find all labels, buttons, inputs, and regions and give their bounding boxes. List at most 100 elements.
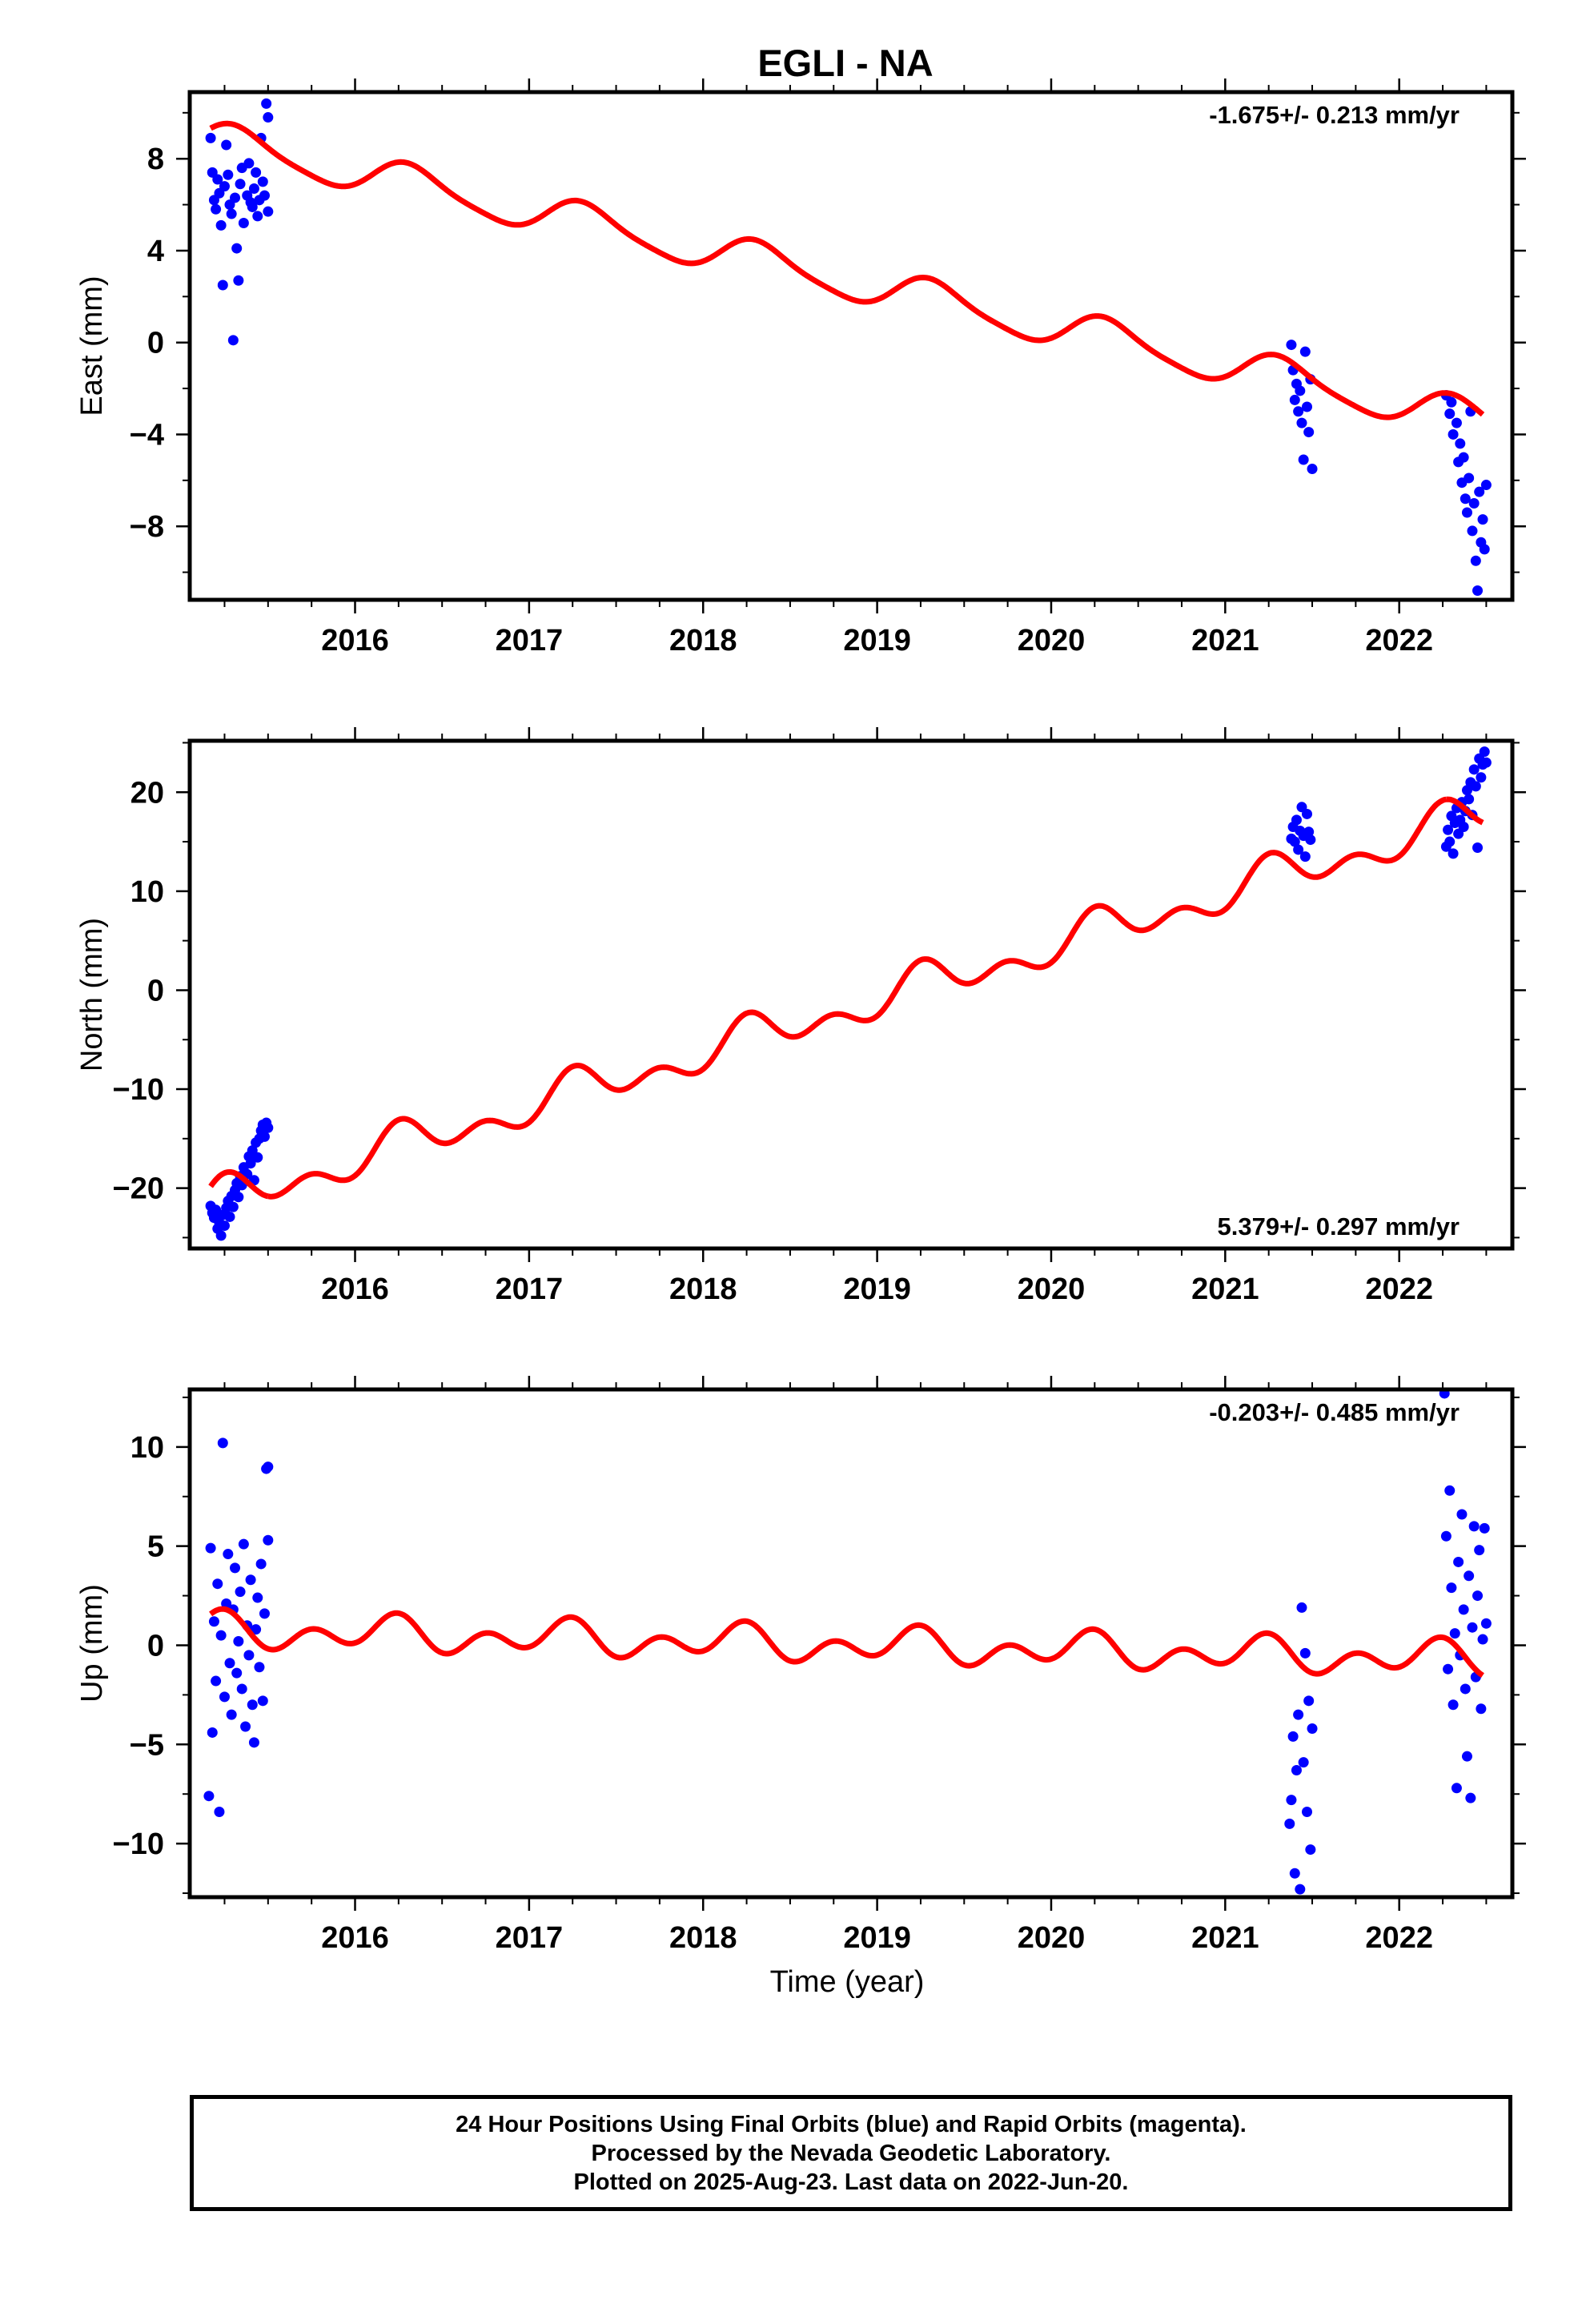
y-axis-label: North (mm)	[75, 918, 109, 1072]
model-fit-line	[1444, 796, 1484, 826]
data-point	[1293, 406, 1304, 417]
data-point	[1461, 785, 1472, 796]
y-tick-label: 0	[147, 327, 164, 360]
x-tick-label: 2020	[1018, 1921, 1086, 1955]
data-point	[1447, 1699, 1459, 1711]
data-point	[1299, 1647, 1311, 1659]
data-point	[1302, 1807, 1313, 1818]
data-point	[238, 1538, 249, 1550]
data-point	[255, 1558, 267, 1570]
x-tick-label: 2022	[1365, 624, 1433, 657]
x-tick-label: 2021	[1191, 1273, 1259, 1306]
data-point	[1286, 1795, 1297, 1806]
data-point	[1480, 1618, 1492, 1629]
data-point	[1455, 438, 1466, 449]
data-point	[1298, 454, 1309, 465]
data-point	[236, 1683, 247, 1695]
data-point	[1296, 1602, 1307, 1613]
data-point	[1444, 1485, 1456, 1496]
data-point	[1458, 1604, 1469, 1615]
data-point	[1303, 826, 1315, 838]
y-tick-label: 20	[130, 776, 164, 810]
data-point	[252, 1152, 263, 1163]
data-point	[1443, 1663, 1454, 1675]
model-fit-line	[209, 1606, 1484, 1679]
data-point	[251, 1624, 262, 1635]
data-point	[221, 139, 232, 151]
data-point	[231, 243, 243, 254]
model-fit-line	[267, 850, 1294, 1200]
data-point	[1284, 1818, 1295, 1829]
data-point	[226, 1709, 237, 1720]
y-tick-label: −4	[130, 418, 164, 452]
data-point	[212, 174, 223, 185]
data-point	[215, 219, 227, 231]
plot-frame	[187, 738, 1515, 1251]
data-point	[1299, 851, 1311, 862]
data-point	[235, 1586, 246, 1598]
data-point	[219, 1691, 230, 1703]
data-point	[1303, 427, 1315, 438]
data-point	[259, 190, 270, 201]
data-point	[1479, 1522, 1490, 1534]
x-tick-label: 2016	[321, 1273, 389, 1306]
data-point	[1468, 764, 1480, 775]
x-tick-label: 2017	[496, 624, 564, 657]
data-point	[219, 181, 230, 192]
data-point	[240, 1721, 251, 1732]
x-tick-label: 2017	[496, 1273, 564, 1306]
y-axis-label: East (mm)	[75, 275, 109, 416]
data-point	[230, 1562, 241, 1574]
data-point	[1456, 1509, 1468, 1520]
data-point	[1464, 794, 1475, 805]
data-point	[245, 1158, 256, 1169]
data-point	[226, 208, 237, 219]
data-point	[261, 98, 272, 109]
y-tick-label: 8	[147, 143, 164, 176]
data-point	[1460, 1683, 1471, 1695]
rate-label: 5.379+/- 0.297 mm/yr	[1218, 1212, 1460, 1240]
plot-frame	[187, 1387, 1515, 1900]
x-tick-label: 2016	[321, 624, 389, 657]
data-point	[223, 1549, 234, 1560]
data-point	[1451, 1783, 1462, 1794]
data-point	[219, 1220, 230, 1232]
data-point	[1307, 463, 1318, 474]
data-point	[1470, 555, 1481, 566]
data-point	[1295, 385, 1306, 396]
data-point	[211, 203, 222, 215]
y-axis-label: Up (mm)	[75, 1584, 109, 1703]
y-tick-label: 4	[147, 235, 164, 268]
data-point	[1447, 428, 1459, 440]
data-point	[1467, 1622, 1478, 1633]
data-point	[223, 169, 234, 180]
data-point	[247, 1699, 258, 1711]
y-tick-label: −5	[130, 1728, 164, 1762]
data-point	[263, 206, 274, 217]
x-axis-label: Time (year)	[770, 1965, 925, 1999]
data-point	[263, 1122, 274, 1133]
data-point	[1465, 1792, 1476, 1803]
y-tick-label: −8	[130, 510, 164, 544]
data-point	[217, 279, 228, 291]
panel-0: 2016 2017 2018 2019 2020 2021 2022 −8 −4 0 4 8 East …	[75, 78, 1526, 657]
data-point	[248, 1737, 259, 1748]
rate-label: -1.675+/- 0.213 mm/yr	[1209, 101, 1460, 129]
data-point	[1464, 472, 1475, 484]
data-point	[1468, 498, 1480, 509]
data-point	[243, 158, 255, 169]
data-point	[1444, 408, 1456, 420]
data-point	[1480, 480, 1492, 491]
data-point	[254, 1662, 265, 1673]
x-tick-label: 2017	[496, 1921, 564, 1955]
model-fit-line	[209, 120, 1485, 420]
data-point	[263, 1534, 274, 1546]
data-point	[1289, 836, 1300, 847]
data-point	[1305, 1844, 1316, 1856]
x-tick-label: 2018	[669, 1273, 737, 1306]
data-point	[205, 132, 216, 143]
data-point	[217, 1437, 228, 1449]
data-point	[1477, 514, 1488, 525]
data-point	[1472, 842, 1484, 853]
data-point	[1446, 1582, 1457, 1594]
